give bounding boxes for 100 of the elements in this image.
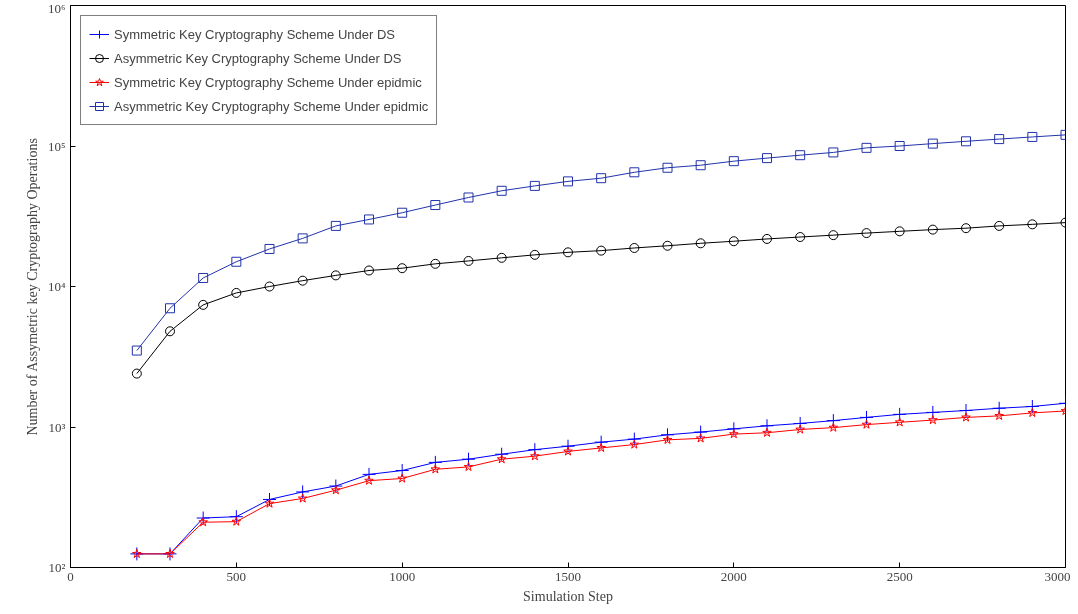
point [695, 238, 706, 249]
point [596, 442, 606, 453]
y-tick-label: 10⁵ [47, 138, 66, 154]
point [364, 475, 374, 485]
point [430, 200, 441, 211]
point [496, 185, 507, 196]
point [330, 220, 341, 231]
point [198, 299, 209, 310]
point [494, 447, 509, 462]
point [463, 255, 474, 266]
x-tick-label: 0 [67, 568, 74, 584]
point [331, 485, 341, 495]
point [563, 176, 573, 187]
point [563, 446, 573, 456]
point [297, 275, 308, 286]
point [461, 452, 476, 467]
point [660, 427, 675, 442]
point [264, 498, 275, 508]
point [728, 156, 739, 167]
point [693, 425, 708, 440]
point [629, 439, 640, 449]
point [729, 429, 739, 439]
point [961, 412, 971, 422]
point [961, 223, 971, 234]
point [1027, 131, 1038, 142]
point [530, 451, 540, 461]
point [927, 224, 938, 235]
point [828, 147, 839, 158]
point [198, 272, 209, 283]
y-tick-label: 10³ [48, 419, 66, 435]
point [165, 303, 175, 314]
point [596, 245, 607, 256]
x-axis-title: Simulation Step [523, 588, 613, 604]
point [527, 442, 542, 457]
point [795, 232, 806, 243]
point [762, 233, 772, 244]
point [629, 167, 640, 178]
point [1027, 219, 1038, 230]
point [861, 142, 872, 153]
point [330, 270, 341, 281]
point [596, 173, 607, 184]
point [695, 433, 706, 443]
point [795, 150, 806, 161]
point [131, 368, 142, 379]
point [859, 410, 874, 425]
point [229, 509, 244, 524]
point [463, 192, 474, 203]
point [928, 415, 938, 425]
point [496, 454, 507, 464]
point [1025, 399, 1040, 414]
point [231, 516, 242, 526]
legend-label: Symmetric Key Cryptography Scheme Under epidmic [114, 74, 422, 90]
x-tick-label: 3000 [1044, 568, 1071, 584]
point [826, 413, 841, 428]
point [662, 434, 673, 444]
y-axis-title: Number of Assymetric key Cryptography Operations [24, 138, 40, 436]
point [695, 160, 706, 171]
point [529, 180, 540, 191]
point [231, 287, 242, 298]
point [861, 228, 872, 239]
point [428, 455, 443, 470]
point [397, 207, 408, 218]
x-tick-label: 2500 [886, 568, 913, 584]
point [297, 493, 308, 503]
point [198, 517, 208, 527]
point [262, 492, 277, 507]
point [1027, 407, 1038, 418]
point [894, 226, 905, 237]
point [529, 249, 540, 260]
point [994, 134, 1005, 145]
point [728, 236, 739, 247]
legend-label: Asymmetric Key Cryptography Scheme Under epidmic [114, 98, 429, 114]
point [563, 247, 573, 258]
point [892, 407, 907, 422]
point [828, 422, 839, 432]
point [793, 416, 808, 431]
point [762, 153, 772, 164]
point [561, 439, 575, 454]
point [264, 243, 275, 254]
point [397, 263, 408, 274]
point [994, 410, 1004, 421]
point [295, 484, 310, 499]
x-tick-label: 500 [226, 568, 247, 584]
x-tick-label: 2000 [720, 568, 747, 584]
x-tick-label: 1500 [555, 568, 581, 584]
point [828, 230, 839, 241]
point [364, 214, 374, 225]
point [430, 464, 441, 474]
point [959, 403, 973, 418]
point [894, 141, 905, 151]
point [264, 281, 275, 292]
point [927, 138, 938, 149]
point [397, 473, 407, 483]
point [662, 240, 673, 251]
point [861, 419, 872, 429]
point [629, 242, 640, 253]
point [131, 345, 142, 356]
point [795, 424, 805, 434]
legend-label: Symmetric Key Cryptography Scheme Under DS [114, 26, 396, 42]
point [496, 252, 507, 263]
